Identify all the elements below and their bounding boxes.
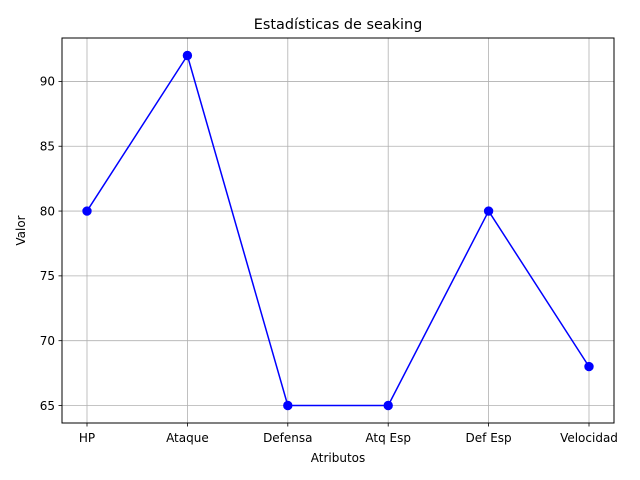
x-tick-label: Velocidad — [560, 431, 618, 445]
y-tick-label: 90 — [40, 75, 55, 89]
data-point — [283, 400, 293, 411]
x-tick-label: Def Esp — [466, 431, 512, 445]
y-tick-label: 80 — [40, 204, 55, 218]
data-point — [182, 50, 193, 61]
data-point — [483, 206, 494, 216]
data-point — [584, 361, 594, 372]
y-axis-ticks: 65 70 75 80 85 90 — [40, 75, 62, 413]
x-tick-label: Atq Esp — [365, 431, 411, 445]
y-tick-label: 70 — [40, 334, 55, 348]
grid — [62, 38, 614, 423]
y-tick-label: 85 — [40, 140, 55, 154]
series-line-layer — [86, 54, 590, 407]
y-tick-label: 75 — [40, 269, 55, 283]
x-tick-label: Ataque — [166, 431, 209, 445]
data-point — [383, 400, 393, 411]
x-axis-label: Atributos — [311, 451, 366, 465]
y-tick-label: 65 — [40, 399, 55, 413]
x-tick-label: HP — [79, 431, 95, 445]
plot-frame — [61, 37, 615, 424]
series-line — [86, 54, 590, 407]
x-tick-label: Defensa — [263, 431, 312, 445]
x-axis-ticks: HP Ataque Defensa Atq Esp Def Esp Velocidad — [79, 423, 618, 445]
chart-title: Estadísticas de seaking — [254, 17, 422, 33]
series-marker-layer — [82, 50, 594, 411]
y-axis-label: Valor — [14, 215, 28, 245]
data-point — [82, 206, 92, 216]
